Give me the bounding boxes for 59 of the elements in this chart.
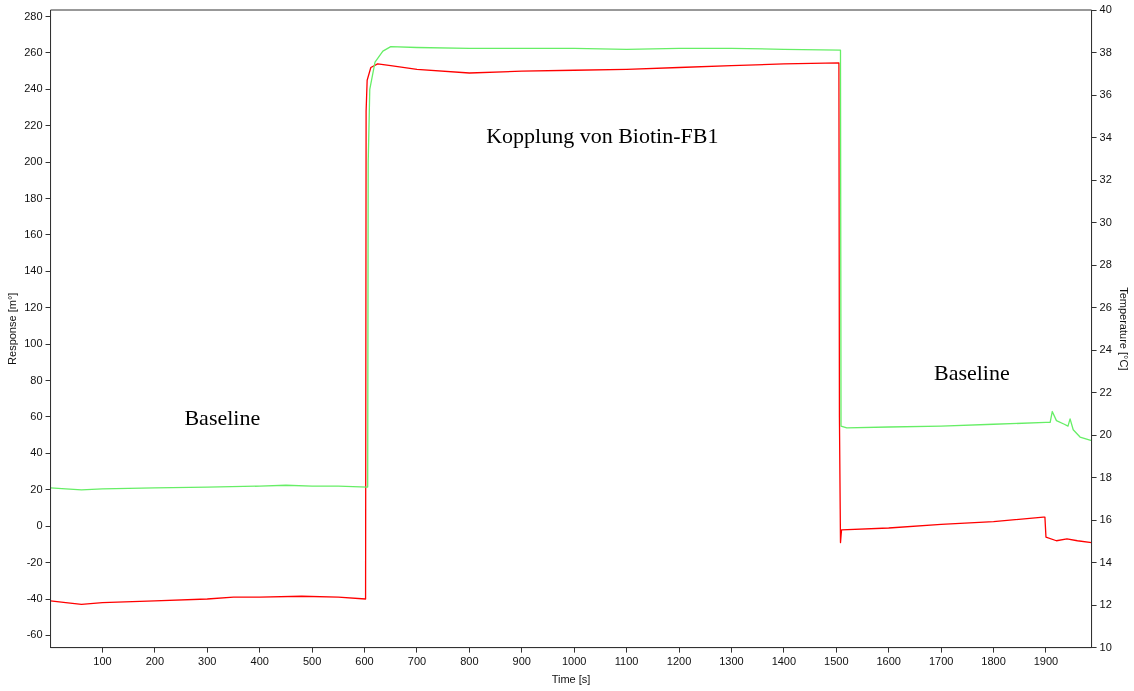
y2-tick-label: 26	[1099, 300, 1112, 313]
y2-tick-label: 12	[1099, 598, 1112, 611]
x-tick-label: 600	[355, 655, 374, 668]
y-tick-label: 100	[24, 337, 43, 350]
y-tick-label: -40	[26, 592, 43, 605]
x-tick-label: 1600	[876, 655, 901, 668]
y-tick-label: 160	[24, 228, 43, 240]
y2-tick-label: 14	[1099, 555, 1112, 568]
y2-tick-label: 28	[1099, 258, 1112, 271]
y2-axis-title: Temperature [°C]	[1118, 287, 1131, 371]
y-tick-label: 20	[30, 482, 43, 495]
y-tick-label: -60	[26, 628, 43, 641]
y2-tick-label: 16	[1099, 513, 1112, 526]
x-tick-label: 1300	[719, 655, 744, 668]
x-tick-label: 1500	[824, 655, 849, 668]
x-tick-label: 700	[407, 655, 427, 668]
y-tick-label: 220	[24, 118, 43, 131]
x-tick-label: 800	[460, 655, 479, 668]
y2-tick-label: 24	[1099, 343, 1112, 356]
y-tick-label: 0	[36, 519, 43, 532]
y-tick-label: 200	[24, 155, 43, 168]
annotation: Baseline	[184, 405, 261, 431]
y-tick-label: -20	[26, 555, 43, 568]
y2-tick-label: 32	[1099, 173, 1112, 186]
y2-tick-label: 20	[1099, 428, 1112, 441]
x-tick-label: 400	[250, 655, 269, 668]
x-tick-label: 300	[198, 655, 217, 668]
y-tick-label: 180	[24, 191, 43, 204]
annotation: Kopplung von Biotin-FB1	[486, 123, 719, 149]
x-tick-label: 1200	[666, 655, 692, 668]
x-tick-label: 1400	[771, 655, 797, 668]
y2-tick-label: 36	[1099, 88, 1112, 101]
y-tick-label: 280	[24, 9, 43, 22]
annotation: Baseline	[933, 359, 1010, 385]
y2-tick-label: 40	[1099, 3, 1112, 16]
x-tick-label: 200	[145, 655, 165, 668]
x-tick-label: 1100	[614, 655, 639, 668]
x-tick-label: 100	[93, 655, 112, 668]
y-tick-label: 240	[24, 82, 43, 95]
x-tick-label: 1000	[561, 655, 587, 668]
y-tick-label: 40	[30, 446, 43, 459]
y-tick-label: 260	[24, 45, 43, 58]
x-tick-label: 900	[512, 655, 531, 668]
y2-tick-label: 22	[1099, 385, 1112, 398]
y2-tick-label: 34	[1099, 130, 1112, 143]
x-tick-label: 500	[302, 655, 322, 668]
x-tick-label: 1700	[928, 655, 954, 668]
x-axis-title: Time [s]	[551, 673, 591, 686]
y2-tick-label: 30	[1099, 215, 1112, 228]
y-tick-label: 80	[30, 373, 43, 386]
y2-tick-label: 10	[1099, 640, 1112, 653]
y-axis-title: Response [m°]	[5, 292, 18, 365]
y-tick-label: 60	[30, 410, 43, 423]
y2-tick-label: 18	[1099, 470, 1112, 483]
y-tick-label: 120	[24, 300, 43, 313]
y2-tick-label: 38	[1099, 45, 1112, 58]
x-tick-label: 1800	[981, 655, 1006, 668]
y-tick-label: 140	[24, 264, 43, 277]
x-tick-label: 1900	[1033, 655, 1059, 668]
